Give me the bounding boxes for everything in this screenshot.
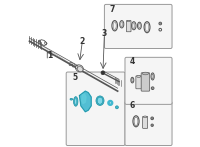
Circle shape [115,106,118,109]
Ellipse shape [97,97,103,104]
Ellipse shape [77,67,83,72]
Ellipse shape [76,65,83,72]
Text: 4: 4 [129,57,135,66]
Polygon shape [82,94,86,104]
FancyBboxPatch shape [104,4,172,49]
Ellipse shape [142,72,149,75]
Text: 2: 2 [80,37,85,46]
Ellipse shape [70,98,73,100]
Ellipse shape [143,116,147,118]
Ellipse shape [96,96,104,106]
Text: 1: 1 [47,51,52,60]
FancyBboxPatch shape [136,76,141,89]
FancyBboxPatch shape [126,21,131,32]
Text: 5: 5 [72,73,77,82]
FancyBboxPatch shape [141,73,150,91]
Circle shape [101,71,105,75]
Ellipse shape [137,75,141,77]
Text: 7: 7 [110,5,115,15]
FancyBboxPatch shape [66,72,125,146]
FancyBboxPatch shape [143,116,148,128]
Polygon shape [79,91,91,112]
FancyBboxPatch shape [125,101,172,146]
Ellipse shape [74,97,78,106]
Text: 3: 3 [102,29,107,38]
FancyBboxPatch shape [125,57,172,104]
Ellipse shape [75,98,77,105]
Text: 6: 6 [129,101,135,110]
Ellipse shape [127,20,130,22]
